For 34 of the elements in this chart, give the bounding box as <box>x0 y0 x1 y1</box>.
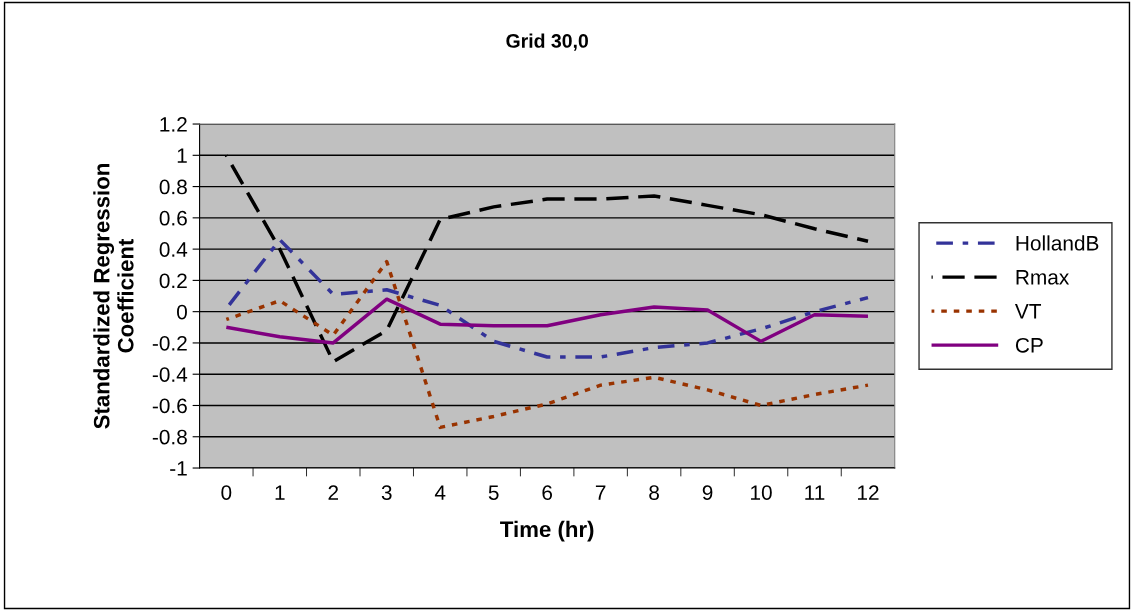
legend-label: HollandB <box>1016 235 1099 251</box>
y-tick-label: 0.8 <box>159 179 187 195</box>
y-tick-label: 0 <box>177 304 187 320</box>
x-tick-label: 11 <box>805 485 825 500</box>
x-tick-label: 2 <box>328 485 339 500</box>
legend-label: CP <box>1015 337 1043 353</box>
x-tick-label: 8 <box>649 485 659 500</box>
x-tick-label: 5 <box>488 485 499 500</box>
x-tick-label: 9 <box>702 485 713 500</box>
y-axis-title: Standardized Regression Coefficient <box>93 164 134 429</box>
x-tick-label: 0 <box>221 485 232 500</box>
y-tick-label: -0.6 <box>152 398 187 414</box>
x-tick-label: 3 <box>381 485 392 500</box>
y-tick-label: -0.4 <box>152 367 188 382</box>
x-tick-label: 4 <box>434 485 446 500</box>
legend-label: Rmax <box>1016 270 1070 285</box>
x-tick-label: 10 <box>751 485 772 500</box>
y-tick-label: -0.2 <box>152 335 187 351</box>
y-tick-label: -0.8 <box>152 429 187 445</box>
line-series <box>224 297 870 345</box>
y-tick-label: 1.2 <box>160 117 187 132</box>
y-tick-label: 0.6 <box>159 210 187 226</box>
x-tick-label: 1 <box>275 485 285 500</box>
line-series <box>224 259 870 430</box>
legend-label: VT <box>1014 304 1042 319</box>
x-axis-title: Time (hr) <box>500 520 594 542</box>
y-tick-label: 0.4 <box>159 242 188 257</box>
y-tick-label: -1 <box>170 461 187 476</box>
chart-title: Grid 30,0 <box>506 33 588 51</box>
y-tick-label: 0.2 <box>159 273 187 289</box>
x-tick-label: 6 <box>542 485 553 500</box>
x-tick-label: 7 <box>595 485 606 500</box>
x-tick-label: 12 <box>857 485 879 500</box>
y-tick-label: 1 <box>177 148 187 163</box>
